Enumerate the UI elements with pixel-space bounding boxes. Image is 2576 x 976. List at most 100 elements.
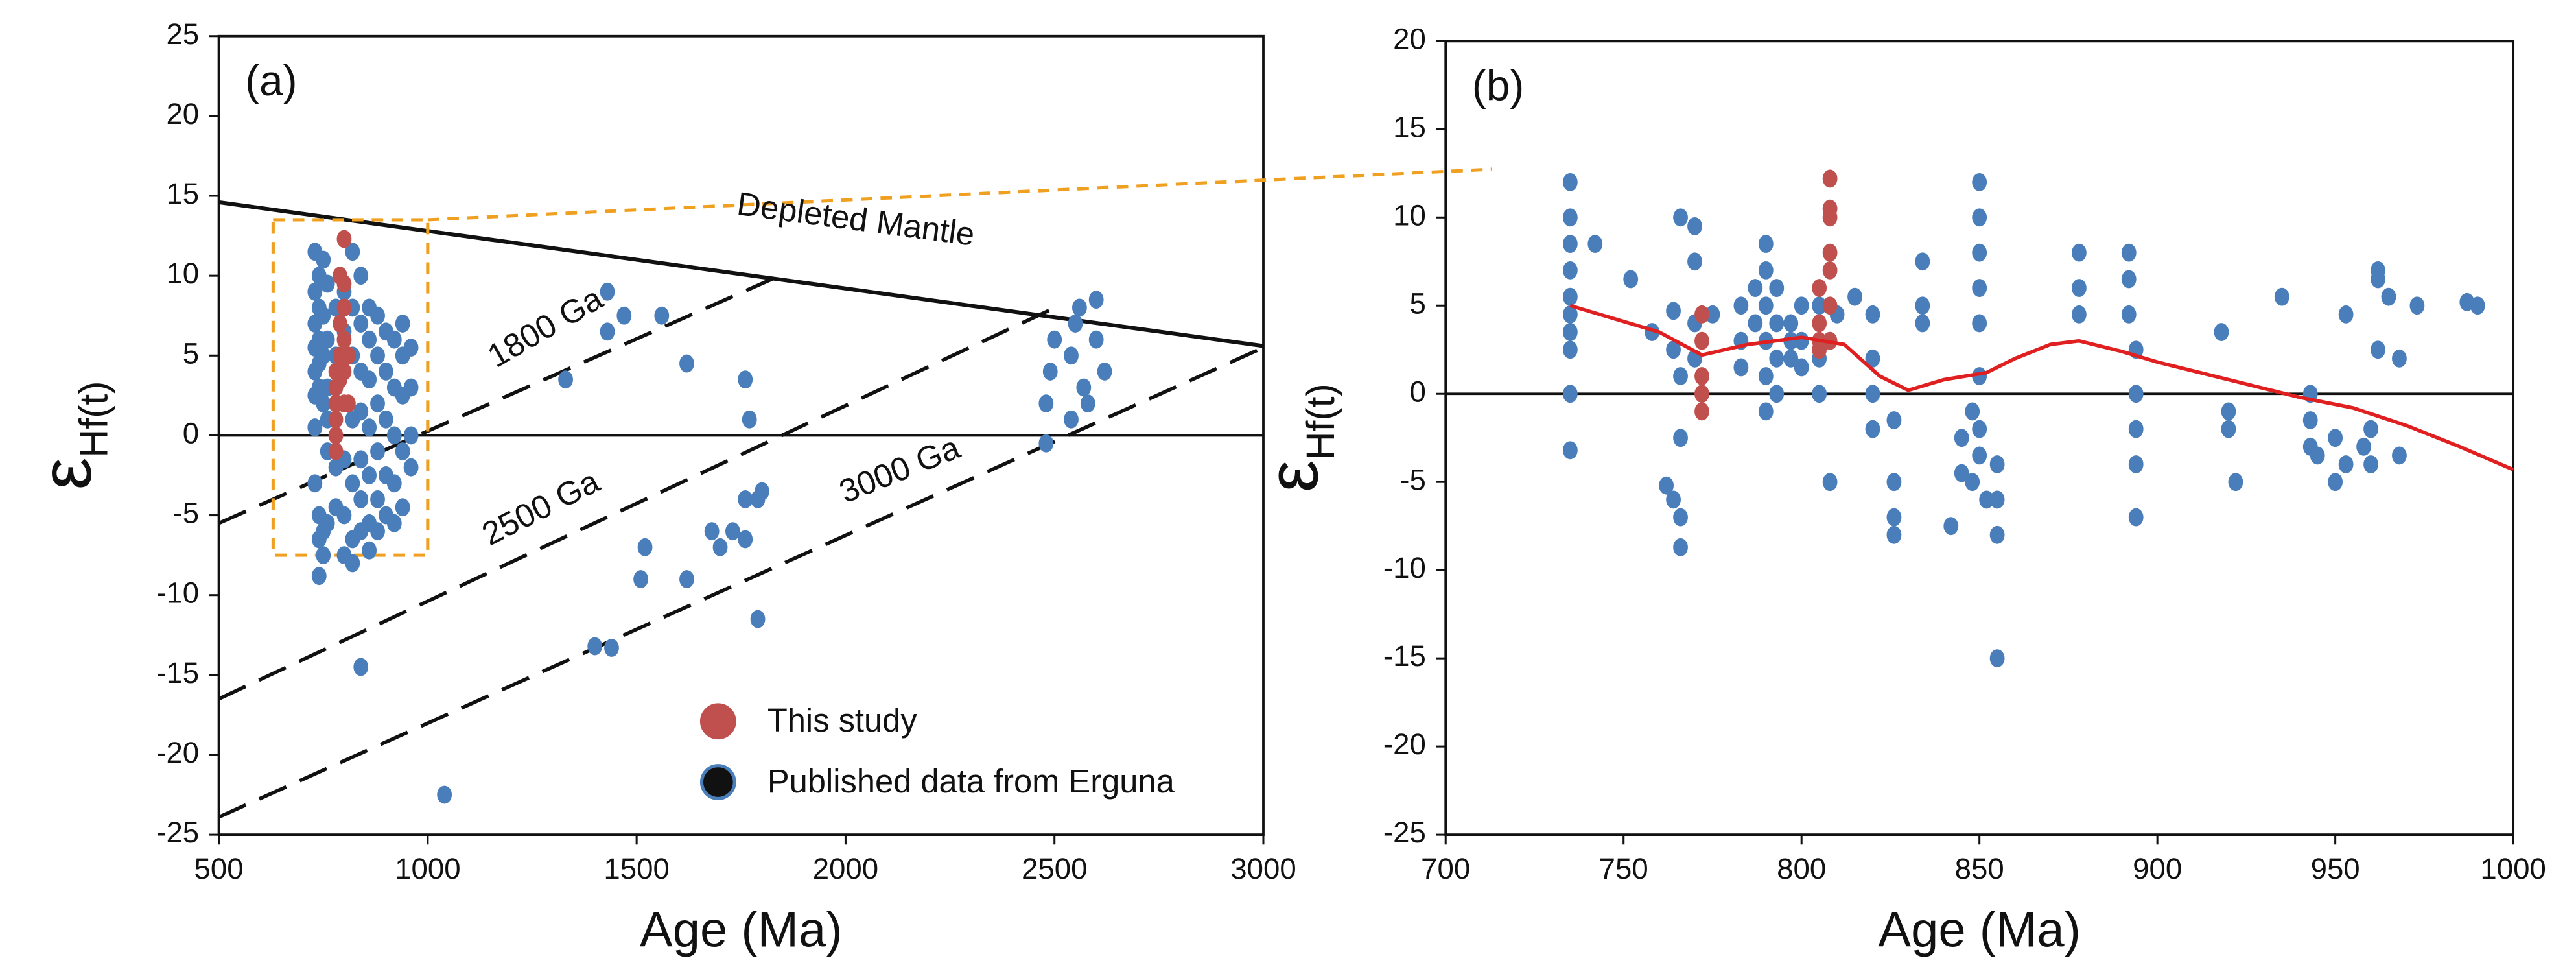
- data-point: [1666, 490, 1681, 509]
- data-point: [1758, 296, 1774, 315]
- data-point: [1783, 314, 1799, 333]
- data-point: [345, 554, 360, 573]
- data-point: [616, 306, 632, 325]
- data-point: [1673, 538, 1688, 556]
- panel-label: (a): [245, 56, 298, 104]
- data-point: [1758, 235, 1774, 254]
- data-point: [1748, 279, 1763, 298]
- data-point: [370, 490, 385, 508]
- data-point: [1794, 358, 1809, 377]
- data-point: [362, 418, 377, 437]
- data-point: [1812, 279, 1827, 298]
- y-tick-label: 10: [166, 257, 199, 290]
- data-point: [1733, 358, 1749, 377]
- reference-line: [218, 200, 1264, 348]
- y-tick-label: -15: [156, 656, 199, 689]
- data-point: [1562, 305, 1578, 324]
- data-point: [1822, 473, 1838, 492]
- data-point: [353, 658, 369, 676]
- y-tick-label: -15: [1383, 639, 1426, 672]
- data-point: [2128, 385, 2144, 403]
- data-point: [1042, 362, 1058, 381]
- y-tick-label: -5: [1399, 463, 1426, 496]
- reference-line: [218, 307, 1053, 701]
- data-point: [307, 474, 323, 493]
- x-axis-title: Age (Ma): [1878, 902, 2081, 957]
- data-point: [395, 315, 410, 333]
- data-point: [362, 466, 377, 484]
- data-point: [1965, 402, 1980, 421]
- data-point: [1822, 243, 1838, 262]
- data-point: [2363, 455, 2378, 473]
- data-point: [353, 315, 369, 333]
- data-point: [1965, 473, 1980, 492]
- data-point: [370, 442, 385, 460]
- data-point: [1865, 420, 1880, 438]
- data-point: [1562, 287, 1578, 306]
- data-point: [1758, 402, 1774, 421]
- y-axis-symbol: ε: [1252, 460, 1333, 492]
- data-point: [370, 346, 385, 365]
- data-point: [2128, 508, 2144, 527]
- y-axis-subscript: Hf(t): [1298, 383, 1342, 460]
- y-tick-label: 20: [1393, 22, 1426, 55]
- data-point: [1687, 252, 1702, 271]
- data-point: [1812, 296, 1827, 315]
- data-point: [2371, 270, 2385, 289]
- data-point: [403, 426, 419, 445]
- data-point: [1972, 173, 1987, 191]
- data-point: [1943, 517, 1959, 536]
- data-point: [370, 306, 385, 325]
- data-point: [1972, 208, 1987, 227]
- data-point: [340, 346, 356, 365]
- data-point: [370, 522, 385, 541]
- data-point: [1812, 340, 1827, 359]
- annotation: 2500 Ga: [476, 462, 605, 553]
- data-point: [1915, 314, 1930, 333]
- data-point: [1694, 305, 1709, 324]
- data-point: [1047, 330, 1062, 349]
- data-point: [2338, 305, 2354, 324]
- annotation: 3000 Ga: [834, 428, 965, 510]
- data-point: [1088, 330, 1104, 349]
- data-point: [1562, 340, 1578, 359]
- reference-line: [218, 346, 1265, 819]
- data-point: [2214, 323, 2229, 341]
- data-point: [725, 522, 740, 541]
- data-point: [1812, 314, 1827, 333]
- x-tick-label: 2500: [1022, 852, 1087, 885]
- x-tick-label: 800: [1777, 852, 1826, 885]
- data-point: [558, 370, 573, 389]
- data-point: [362, 330, 377, 349]
- data-point: [2221, 402, 2236, 421]
- data-point: [2121, 243, 2137, 262]
- data-point: [2221, 420, 2236, 438]
- y-axis-title: εHf(t): [25, 381, 115, 490]
- data-point: [316, 394, 331, 413]
- data-point: [1769, 385, 1785, 403]
- data-point: [362, 370, 377, 389]
- data-point: [1989, 490, 2005, 509]
- data-point: [1822, 261, 1838, 280]
- y-tick-label: 0: [1409, 375, 1425, 408]
- y-tick-label: 10: [1393, 198, 1426, 232]
- data-point: [340, 394, 356, 413]
- data-point: [637, 538, 653, 556]
- data-point: [679, 354, 694, 373]
- data-point: [1769, 314, 1785, 333]
- data-point: [1954, 464, 1969, 482]
- data-point: [2328, 473, 2343, 492]
- connector: [427, 167, 1492, 222]
- data-point: [353, 490, 369, 508]
- y-tick-label: 25: [166, 18, 199, 51]
- data-point: [2392, 446, 2407, 465]
- data-point: [386, 514, 402, 532]
- data-point: [2338, 455, 2354, 473]
- data-point: [320, 274, 335, 293]
- trend-curve: [1569, 304, 2514, 471]
- data-point: [316, 306, 331, 325]
- data-point: [1972, 243, 1987, 262]
- data-point: [403, 339, 419, 357]
- data-point: [738, 530, 753, 549]
